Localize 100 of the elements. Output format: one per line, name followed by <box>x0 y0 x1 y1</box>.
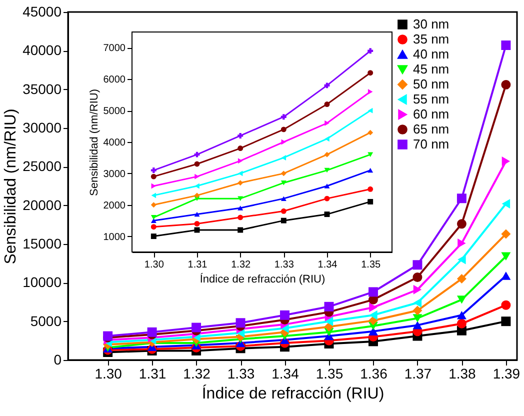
point <box>194 183 200 189</box>
point <box>324 184 330 188</box>
point <box>150 168 156 174</box>
point <box>413 298 422 308</box>
point <box>238 146 244 152</box>
x-tick-label: 1.33 <box>227 366 255 382</box>
point <box>150 234 156 240</box>
y-tick-label: 2000 <box>103 200 126 212</box>
point <box>324 102 330 108</box>
point <box>151 192 156 198</box>
y-tick-label: 20000 <box>22 196 62 213</box>
point <box>456 296 466 304</box>
point <box>280 114 286 120</box>
y-tick-label: 3000 <box>103 168 126 180</box>
point <box>238 206 244 210</box>
point <box>192 322 202 332</box>
point <box>368 316 378 326</box>
point <box>150 202 156 208</box>
point <box>369 310 378 320</box>
point <box>501 40 511 50</box>
point <box>238 180 244 186</box>
x-tick-label: 1.30 <box>144 260 164 270</box>
y-tick-label: 0 <box>54 352 62 368</box>
point <box>147 327 157 337</box>
point <box>238 196 244 201</box>
point <box>194 161 200 167</box>
point <box>501 229 511 239</box>
point <box>501 316 511 326</box>
legend-label: 70 nm <box>413 136 450 152</box>
x-tick-label: 1.31 <box>138 366 166 382</box>
point <box>324 196 330 202</box>
point <box>238 227 244 233</box>
legend-label: 35 nm <box>413 32 450 46</box>
point <box>238 158 243 164</box>
point <box>280 180 286 186</box>
point <box>368 48 374 54</box>
legend-label: 45 nm <box>413 62 450 76</box>
legend-label: 30 nm <box>413 16 450 32</box>
y-tick-label: 25000 <box>22 158 62 174</box>
legend-label: 50 nm <box>413 76 450 92</box>
point <box>412 314 422 322</box>
x-tick-label: 1.32 <box>183 366 211 382</box>
point <box>368 130 374 136</box>
x-axis-title: Índice de refracción (RIU) <box>200 272 326 286</box>
point <box>501 252 511 260</box>
y-tick-label: 5000 <box>30 312 62 329</box>
point <box>368 70 374 76</box>
x-tick-label: 1.31 <box>188 260 208 270</box>
x-tick-label: 1.37 <box>404 366 432 382</box>
point <box>236 318 246 328</box>
x-tick-label: 1.38 <box>448 366 476 382</box>
legend-label: 65 nm <box>413 122 450 136</box>
point <box>194 220 200 226</box>
y-tick-label: 1000 <box>103 232 126 243</box>
y-tick-label: 30000 <box>22 120 62 136</box>
y-axis-title: Sensibilidad (nm/RIU) <box>2 108 20 264</box>
point <box>238 132 244 138</box>
x-tick-label: 1.33 <box>274 260 294 270</box>
x-tick-label: 1.30 <box>94 366 122 382</box>
point <box>502 156 510 166</box>
point <box>412 260 422 270</box>
y-tick-label: 4000 <box>103 138 126 148</box>
point <box>150 215 156 220</box>
x-tick-label: 1.36 <box>360 366 388 382</box>
point <box>280 218 286 224</box>
point <box>458 254 466 264</box>
point <box>194 174 200 180</box>
y-tick-label: 15000 <box>22 236 62 252</box>
point <box>412 321 422 330</box>
point <box>456 274 466 284</box>
point <box>368 287 378 297</box>
x-axis-title: Índice de refracción (RIU) <box>202 384 384 402</box>
point <box>324 212 330 218</box>
point <box>502 199 510 209</box>
point <box>368 108 373 114</box>
x-tick-label: 1.35 <box>361 260 381 270</box>
point <box>194 192 200 198</box>
point <box>280 126 286 132</box>
point <box>324 152 330 158</box>
point <box>281 154 286 160</box>
point <box>368 88 373 94</box>
x-tick-label: 1.34 <box>318 260 338 270</box>
point <box>412 306 422 316</box>
point <box>456 194 466 204</box>
x-tick-label: 1.35 <box>316 366 344 382</box>
y-tick-label: 6000 <box>103 74 126 86</box>
point <box>456 311 466 320</box>
point <box>324 168 330 173</box>
point <box>368 168 374 173</box>
legend-label: 55 nm <box>413 92 450 106</box>
point <box>194 212 200 217</box>
point <box>456 219 466 229</box>
x-tick-label: 1.32 <box>231 260 251 270</box>
point <box>501 272 511 280</box>
point <box>369 302 378 312</box>
x-tick-label: 1.34 <box>272 366 300 382</box>
y-tick-label: 5000 <box>103 106 126 118</box>
point <box>150 224 156 230</box>
point <box>412 272 422 282</box>
point <box>238 214 244 220</box>
